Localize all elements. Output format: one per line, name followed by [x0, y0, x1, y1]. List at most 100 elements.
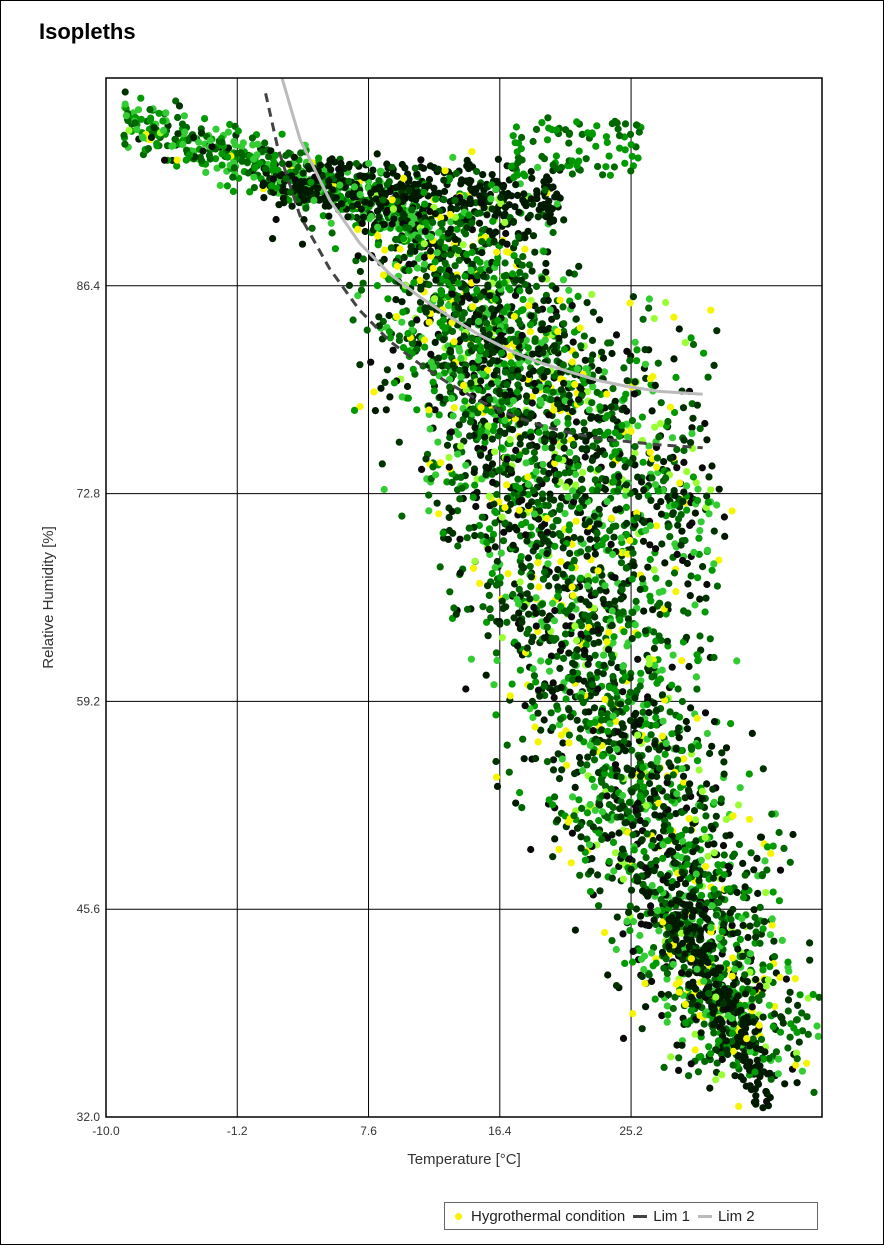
scatter-point	[493, 186, 500, 193]
scatter-point	[773, 1048, 780, 1055]
scatter-point	[538, 119, 545, 126]
scatter-point	[637, 861, 644, 868]
scatter-point	[573, 418, 580, 425]
scatter-point	[592, 652, 599, 659]
scatter-point	[445, 302, 452, 309]
scatter-point	[494, 317, 501, 324]
scatter-point	[517, 667, 524, 674]
scatter-point	[449, 291, 456, 298]
scatter-point	[397, 363, 404, 370]
scatter-point	[713, 813, 720, 820]
scatter-point	[600, 536, 607, 543]
scatter-point	[510, 397, 517, 404]
scatter-point	[652, 575, 659, 582]
scatter-point	[384, 181, 391, 188]
scatter-point	[606, 527, 613, 534]
scatter-point	[374, 208, 381, 215]
scatter-point	[682, 1001, 689, 1008]
scatter-point	[554, 816, 561, 823]
scatter-point	[623, 918, 630, 925]
scatter-point	[490, 427, 497, 434]
scatter-point	[437, 459, 444, 466]
scatter-point	[544, 368, 551, 375]
scatter-point	[564, 420, 571, 427]
scatter-point	[676, 734, 683, 741]
scatter-point	[493, 249, 500, 256]
scatter-point	[567, 713, 574, 720]
scatter-point	[368, 213, 375, 220]
scatter-point	[549, 600, 556, 607]
scatter-point	[560, 655, 567, 662]
scatter-point	[637, 792, 644, 799]
scatter-point	[594, 669, 601, 676]
scatter-point	[603, 133, 610, 140]
scatter-point	[577, 694, 584, 701]
scatter-point	[523, 538, 530, 545]
scatter-point	[201, 115, 208, 122]
scatter-point	[506, 769, 513, 776]
scatter-point	[618, 731, 625, 738]
scatter-point	[506, 525, 513, 532]
scatter-point	[720, 842, 727, 849]
scatter-point	[470, 494, 477, 501]
scatter-point	[712, 1076, 719, 1083]
scatter-point	[664, 774, 671, 781]
scatter-point	[629, 635, 636, 642]
scatter-point	[495, 156, 502, 163]
scatter-point	[524, 644, 531, 651]
scatter-point	[466, 432, 473, 439]
scatter-point	[513, 123, 520, 130]
scatter-point	[389, 196, 396, 203]
scatter-point	[501, 360, 508, 367]
scatter-point	[674, 551, 681, 558]
scatter-point	[526, 442, 533, 449]
scatter-point	[454, 486, 461, 493]
scatter-point	[604, 728, 611, 735]
scatter-point	[527, 312, 534, 319]
scatter-point	[427, 234, 434, 241]
scatter-point	[696, 632, 703, 639]
scatter-point	[581, 647, 588, 654]
scatter-point	[375, 313, 382, 320]
scatter-point	[670, 509, 677, 516]
scatter-point	[646, 971, 653, 978]
scatter-point	[466, 295, 473, 302]
scatter-point	[551, 543, 558, 550]
scatter-point	[301, 197, 308, 204]
scatter-point	[683, 718, 690, 725]
scatter-point	[669, 664, 676, 671]
scatter-point	[692, 860, 699, 867]
scatter-point	[374, 233, 381, 240]
scatter-point	[729, 922, 736, 929]
scatter-point	[594, 739, 601, 746]
scatter-point	[686, 780, 693, 787]
scatter-point	[701, 1021, 708, 1028]
scatter-point	[484, 283, 491, 290]
scatter-point	[582, 453, 589, 460]
scatter-point	[512, 139, 519, 146]
scatter-point	[711, 718, 718, 725]
scatter-point	[449, 361, 456, 368]
scatter-point	[759, 1104, 766, 1111]
scatter-point	[533, 468, 540, 475]
scatter-point	[464, 606, 471, 613]
scatter-point	[557, 432, 564, 439]
scatter-point	[423, 309, 430, 316]
scatter-point	[497, 194, 504, 201]
scatter-point	[608, 785, 615, 792]
scatter-point	[777, 1029, 784, 1036]
scatter-point	[449, 154, 456, 161]
scatter-point	[146, 106, 153, 113]
scatter-point	[640, 608, 647, 615]
scatter-point	[489, 205, 496, 212]
scatter-point	[636, 754, 643, 761]
scatter-point	[500, 308, 507, 315]
scatter-point	[653, 464, 660, 471]
scatter-point	[519, 253, 526, 260]
scatter-point	[704, 547, 711, 554]
scatter-point	[489, 171, 496, 178]
scatter-point	[298, 183, 305, 190]
scatter-point	[509, 270, 516, 277]
scatter-point	[518, 277, 525, 284]
scatter-point	[560, 380, 567, 387]
